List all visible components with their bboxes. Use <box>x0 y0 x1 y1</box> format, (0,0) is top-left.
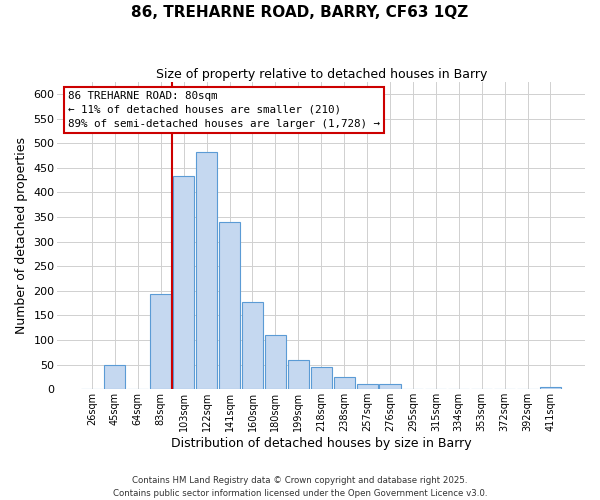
Bar <box>196 152 217 389</box>
Bar <box>265 335 286 389</box>
Text: 86, TREHARNE ROAD, BARRY, CF63 1QZ: 86, TREHARNE ROAD, BARRY, CF63 1QZ <box>131 5 469 20</box>
Bar <box>104 364 125 389</box>
Y-axis label: Number of detached properties: Number of detached properties <box>15 137 28 334</box>
Bar <box>379 384 401 389</box>
Text: Contains HM Land Registry data © Crown copyright and database right 2025.
Contai: Contains HM Land Registry data © Crown c… <box>113 476 487 498</box>
Bar <box>334 377 355 389</box>
X-axis label: Distribution of detached houses by size in Barry: Distribution of detached houses by size … <box>171 437 472 450</box>
Bar <box>242 302 263 389</box>
Bar <box>219 222 240 389</box>
Bar <box>356 384 377 389</box>
Bar <box>540 386 561 389</box>
Title: Size of property relative to detached houses in Barry: Size of property relative to detached ho… <box>155 68 487 80</box>
Bar <box>173 176 194 389</box>
Bar <box>311 367 332 389</box>
Text: 86 TREHARNE ROAD: 80sqm
← 11% of detached houses are smaller (210)
89% of semi-d: 86 TREHARNE ROAD: 80sqm ← 11% of detache… <box>68 91 380 129</box>
Bar <box>150 294 172 389</box>
Bar <box>288 360 309 389</box>
